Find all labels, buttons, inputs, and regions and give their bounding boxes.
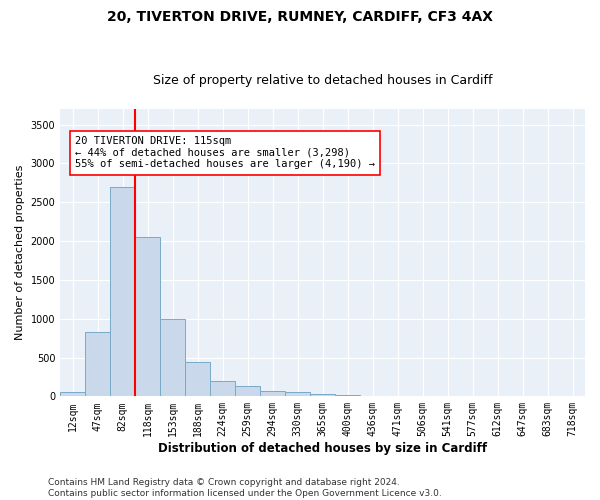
Title: Size of property relative to detached houses in Cardiff: Size of property relative to detached ho… xyxy=(153,74,493,87)
Bar xyxy=(110,186,135,396)
Bar xyxy=(210,381,235,396)
Y-axis label: Number of detached properties: Number of detached properties xyxy=(15,165,25,340)
Text: 20, TIVERTON DRIVE, RUMNEY, CARDIFF, CF3 4AX: 20, TIVERTON DRIVE, RUMNEY, CARDIFF, CF3… xyxy=(107,10,493,24)
Bar xyxy=(285,392,310,396)
Bar xyxy=(235,386,260,396)
Bar xyxy=(335,395,360,396)
Bar xyxy=(85,332,110,396)
X-axis label: Distribution of detached houses by size in Cardiff: Distribution of detached houses by size … xyxy=(158,442,487,455)
Bar xyxy=(185,362,210,396)
Bar xyxy=(135,237,160,396)
Bar xyxy=(160,318,185,396)
Bar xyxy=(260,391,285,396)
Bar xyxy=(310,394,335,396)
Text: 20 TIVERTON DRIVE: 115sqm
← 44% of detached houses are smaller (3,298)
55% of se: 20 TIVERTON DRIVE: 115sqm ← 44% of detac… xyxy=(75,136,375,170)
Bar xyxy=(60,392,85,396)
Text: Contains HM Land Registry data © Crown copyright and database right 2024.
Contai: Contains HM Land Registry data © Crown c… xyxy=(48,478,442,498)
